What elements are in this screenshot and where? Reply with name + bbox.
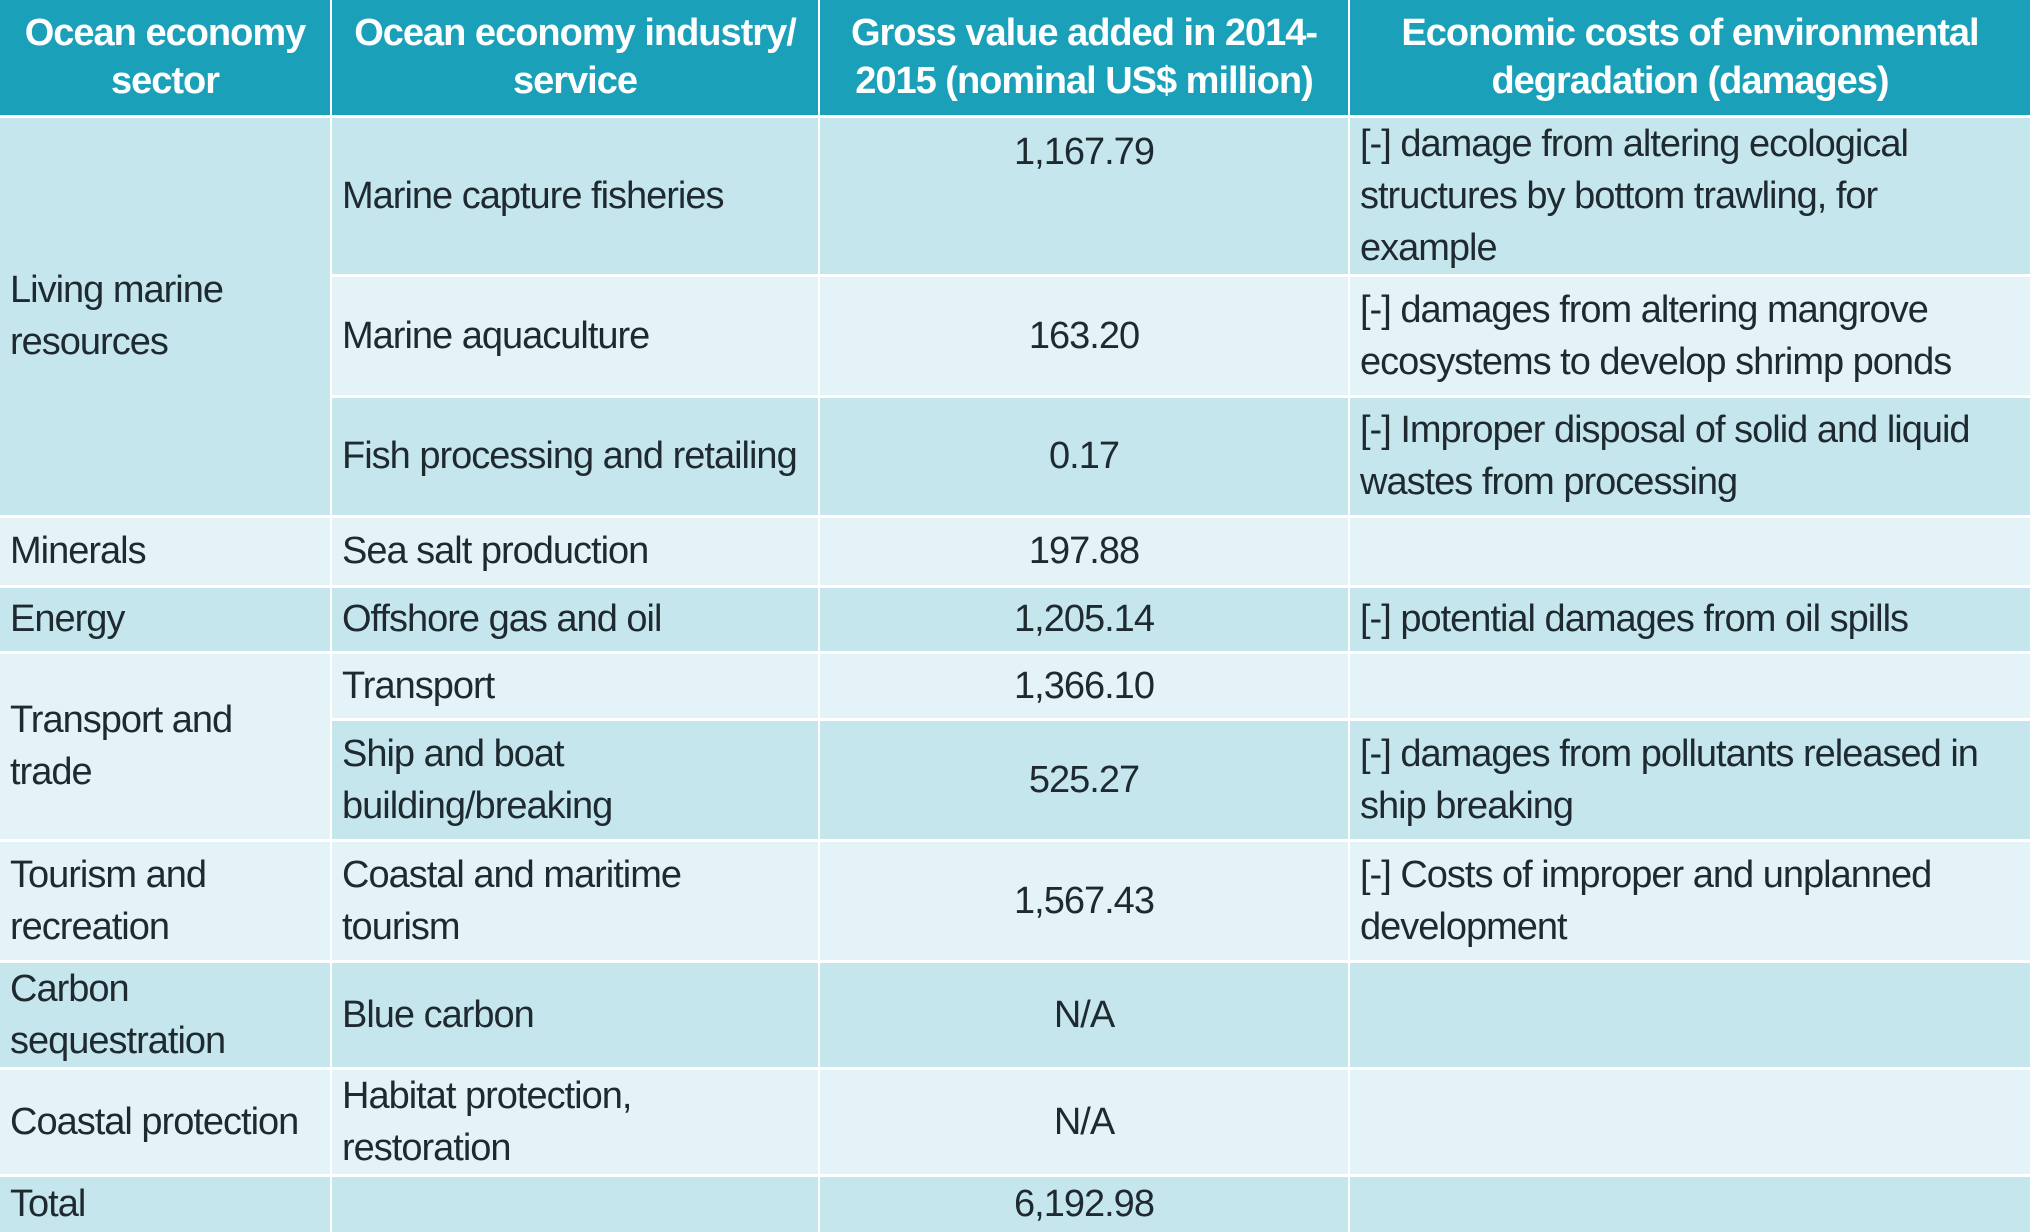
total-row: Total 6,192.98 bbox=[0, 1173, 2030, 1232]
total-label: Total bbox=[0, 1173, 332, 1232]
total-cost-empty bbox=[1349, 1173, 2030, 1232]
header-gva: Gross value added in 2014-2015 (nominal … bbox=[819, 0, 1350, 116]
total-gva: 6,192.98 bbox=[819, 1173, 1350, 1232]
table-row: Fish processing and retailing 0.17 [-] I… bbox=[0, 394, 2030, 516]
gva-cell: 1,205.14 bbox=[819, 584, 1350, 652]
industry-cell: Transport bbox=[331, 650, 820, 719]
sector-cell-coastal: Coastal protection bbox=[0, 1066, 332, 1175]
table-row: Ship and boat building/breaking 525.27 [… bbox=[0, 717, 2030, 840]
header-sector: Ocean economy sector bbox=[0, 0, 332, 116]
gva-cell: 197.88 bbox=[819, 514, 1350, 586]
header-costs: Economic costs of environmental degradat… bbox=[1349, 0, 2030, 116]
sector-cell-transport: Transport and trade bbox=[0, 650, 332, 840]
sector-cell-living: Living marine resources bbox=[0, 114, 332, 516]
cost-cell: [-] damages from pollutants released in … bbox=[1349, 717, 2030, 840]
gva-cell: 525.27 bbox=[819, 717, 1350, 840]
total-industry-empty bbox=[331, 1173, 820, 1232]
cost-cell: [-] damages from altering mangrove ecosy… bbox=[1349, 273, 2030, 396]
table-body: Living marine resources Marine capture f… bbox=[0, 114, 2030, 1232]
cost-cell: [-] damage from altering ecological stru… bbox=[1349, 114, 2030, 275]
cost-cell: [-] Improper disposal of solid and liqui… bbox=[1349, 394, 2030, 516]
table-row: Energy Offshore gas and oil 1,205.14 [-]… bbox=[0, 584, 2030, 652]
table-row: Marine aquaculture 163.20 [-] damages fr… bbox=[0, 273, 2030, 396]
cost-cell bbox=[1349, 514, 2030, 586]
sector-cell-carbon: Carbon sequestration bbox=[0, 959, 332, 1068]
header-row: Ocean economy sector Ocean economy indus… bbox=[0, 0, 2030, 116]
industry-cell: Blue carbon bbox=[331, 959, 820, 1068]
cost-cell: [-] potential damages from oil spills bbox=[1349, 584, 2030, 652]
sector-cell-minerals: Minerals bbox=[0, 514, 332, 586]
cost-cell bbox=[1349, 650, 2030, 719]
industry-cell: Marine aquaculture bbox=[331, 273, 820, 396]
table-row: Minerals Sea salt production 197.88 bbox=[0, 514, 2030, 586]
cost-cell bbox=[1349, 959, 2030, 1068]
industry-cell: Fish processing and retailing bbox=[331, 394, 820, 516]
sector-cell-tourism: Tourism and recreation bbox=[0, 838, 332, 961]
gva-cell: N/A bbox=[819, 959, 1350, 1068]
gva-cell: 163.20 bbox=[819, 273, 1350, 396]
industry-cell: Ship and boat building/breaking bbox=[331, 717, 820, 840]
header-industry: Ocean economy industry/ service bbox=[331, 0, 820, 116]
table-row: Carbon sequestration Blue carbon N/A bbox=[0, 959, 2030, 1068]
table-row: Coastal protection Habitat protection, r… bbox=[0, 1066, 2030, 1175]
table-row: Transport and trade Transport 1,366.10 bbox=[0, 650, 2030, 840]
gva-cell: 1,366.10 bbox=[819, 650, 1350, 719]
gva-cell: 1,167.79 bbox=[819, 114, 1350, 275]
industry-cell: Sea salt production bbox=[331, 514, 820, 586]
cost-cell: [-] Costs of improper and unplanned deve… bbox=[1349, 838, 2030, 961]
gva-cell: 1,567.43 bbox=[819, 838, 1350, 961]
cost-cell bbox=[1349, 1066, 2030, 1175]
industry-cell: Coastal and maritime tourism bbox=[331, 838, 820, 961]
table-row: Living marine resources Marine capture f… bbox=[0, 114, 2030, 516]
table-row: Tourism and recreation Coastal and marit… bbox=[0, 838, 2030, 961]
gva-cell: N/A bbox=[819, 1066, 1350, 1175]
gva-cell: 0.17 bbox=[819, 394, 1350, 516]
sector-cell-energy: Energy bbox=[0, 584, 332, 652]
industry-cell: Offshore gas and oil bbox=[331, 584, 820, 652]
table-header: Ocean economy sector Ocean economy indus… bbox=[0, 0, 2030, 116]
industry-cell: Habitat protection, restoration bbox=[331, 1066, 820, 1175]
industry-cell: Marine capture fisheries bbox=[331, 114, 820, 275]
